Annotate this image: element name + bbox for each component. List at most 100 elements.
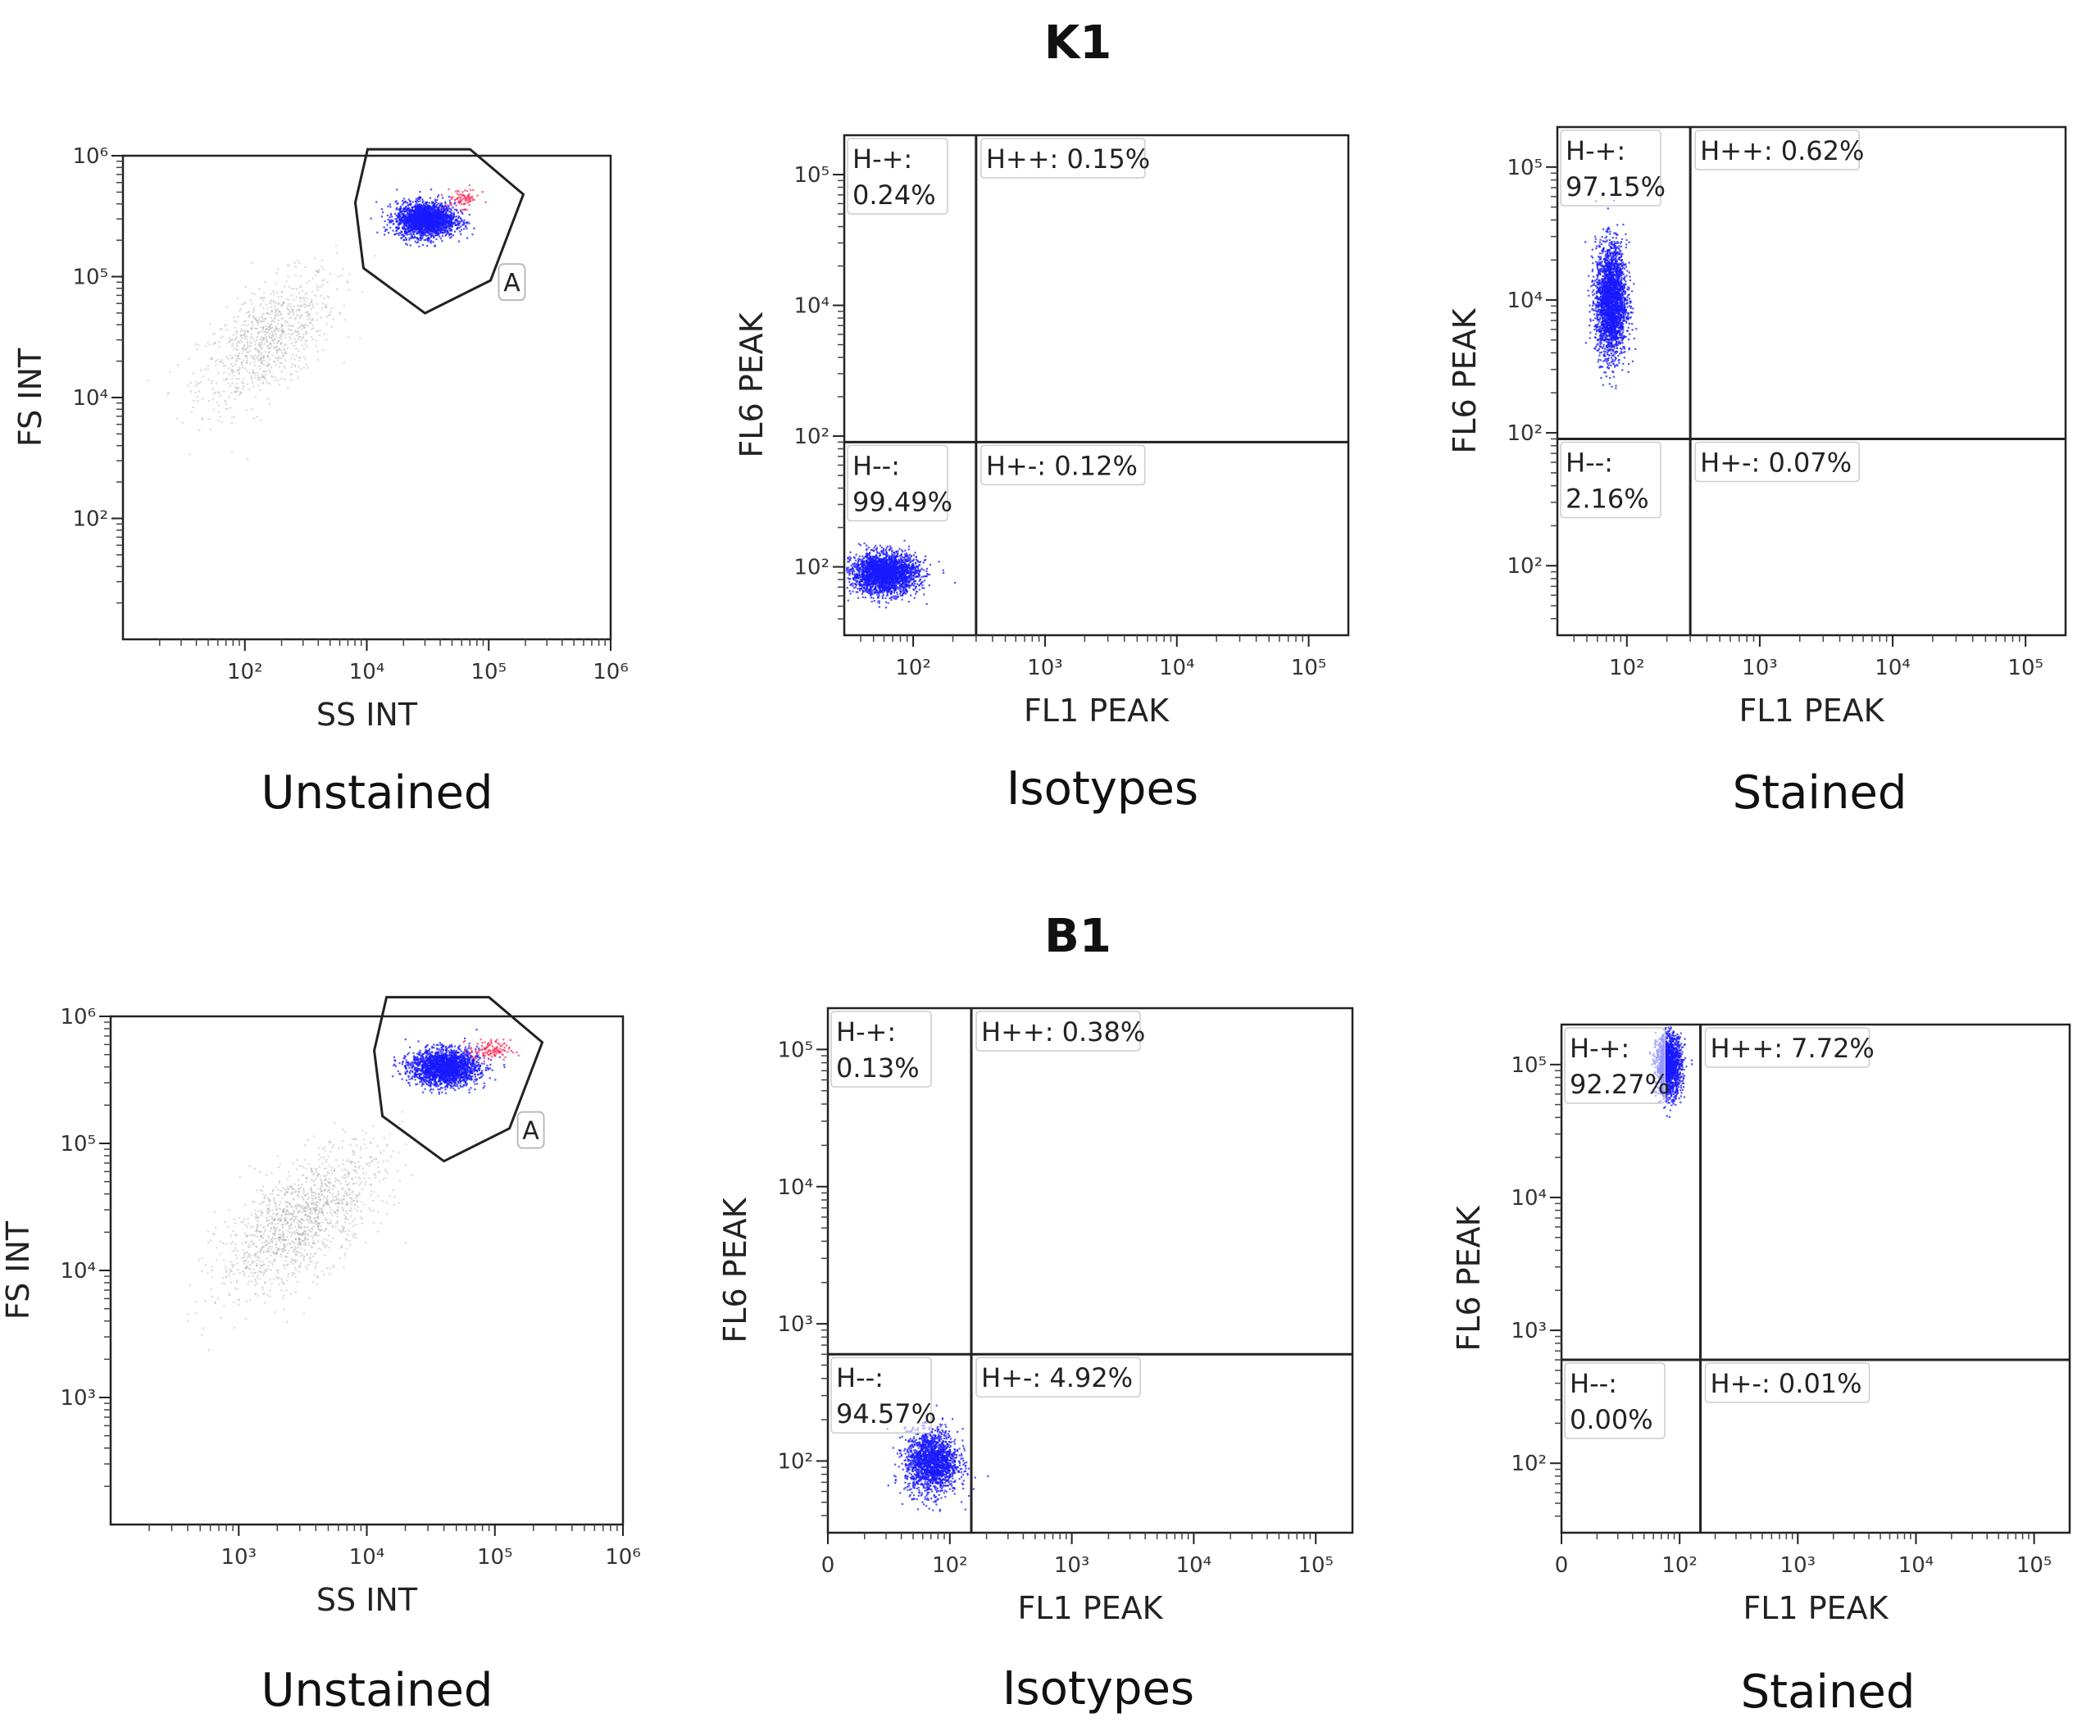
data-point <box>279 361 281 364</box>
data-point <box>265 329 267 331</box>
data-point <box>236 390 239 393</box>
data-point <box>430 223 432 225</box>
x-axis-label: SS INT <box>316 697 418 733</box>
data-point <box>869 556 871 558</box>
data-point <box>281 305 284 307</box>
data-point <box>325 303 328 306</box>
data-point <box>420 234 423 236</box>
data-point <box>443 220 445 222</box>
data-point <box>411 226 414 229</box>
data-point <box>435 226 438 229</box>
data-point <box>189 390 192 393</box>
data-point <box>410 209 412 211</box>
data-point <box>430 206 433 209</box>
data-point <box>460 220 462 223</box>
data-point <box>395 233 398 235</box>
data-point <box>463 208 466 211</box>
data-point <box>230 407 232 409</box>
data-point <box>263 343 266 345</box>
data-point <box>262 326 265 329</box>
data-point <box>195 343 198 345</box>
data-point <box>463 203 466 206</box>
data-point <box>239 366 241 369</box>
data-point <box>402 207 404 210</box>
data-point <box>312 327 315 329</box>
data-point <box>414 240 416 243</box>
data-point <box>443 213 446 216</box>
data-point <box>434 211 437 214</box>
data-point <box>250 333 253 335</box>
data-point <box>266 322 269 325</box>
data-point <box>399 211 402 214</box>
data-point <box>910 573 912 575</box>
data-point <box>915 579 917 583</box>
data-point <box>262 357 265 359</box>
data-point <box>267 326 270 329</box>
data-point <box>148 379 150 382</box>
data-point <box>281 328 284 330</box>
data-point <box>311 328 313 330</box>
data-point <box>414 216 416 218</box>
data-point <box>468 193 470 195</box>
data-point <box>399 207 402 210</box>
data-point <box>311 324 314 326</box>
data-point <box>279 334 281 337</box>
data-point <box>277 356 280 358</box>
data-point <box>332 318 334 320</box>
data-point <box>231 451 234 453</box>
data-point <box>421 206 424 208</box>
data-point <box>408 217 411 220</box>
data-point <box>416 217 418 220</box>
data-point <box>424 234 427 236</box>
data-point <box>426 204 429 207</box>
data-point <box>897 586 899 589</box>
data-point <box>265 338 267 340</box>
data-point <box>884 597 887 599</box>
data-point <box>266 312 268 315</box>
data-point <box>211 333 215 335</box>
data-point <box>275 282 278 284</box>
data-point <box>908 553 911 556</box>
data-point <box>439 222 441 225</box>
data-point <box>256 319 258 321</box>
data-point <box>457 217 460 220</box>
data-point <box>295 340 298 343</box>
data-point <box>266 357 269 359</box>
data-point <box>277 341 280 343</box>
data-point <box>217 372 220 375</box>
data-point <box>429 202 431 204</box>
data-point <box>421 211 424 213</box>
data-point <box>301 328 303 330</box>
data-point <box>218 392 220 394</box>
data-point <box>425 225 428 227</box>
data-point <box>847 577 849 579</box>
data-point <box>280 334 283 336</box>
data-point <box>280 325 283 328</box>
data-point <box>429 209 431 211</box>
data-point <box>244 329 247 331</box>
data-point <box>905 582 907 584</box>
data-point <box>293 341 296 343</box>
data-point <box>236 388 239 390</box>
data-point <box>252 357 255 359</box>
data-point <box>266 328 268 330</box>
data-point <box>243 336 246 339</box>
data-point <box>271 339 274 342</box>
data-point <box>289 285 291 288</box>
data-point <box>310 320 312 322</box>
data-point <box>433 217 435 220</box>
data-point <box>411 226 413 229</box>
data-point <box>301 289 303 292</box>
data-point <box>425 216 428 219</box>
data-point <box>248 371 251 374</box>
data-point <box>431 213 434 216</box>
data-point <box>289 329 292 331</box>
data-point <box>901 579 903 582</box>
data-point <box>244 324 247 327</box>
data-point <box>876 593 879 596</box>
data-point <box>407 207 410 209</box>
data-point <box>280 338 283 340</box>
data-point <box>216 419 220 421</box>
data-point <box>207 368 209 370</box>
data-point <box>262 337 266 339</box>
